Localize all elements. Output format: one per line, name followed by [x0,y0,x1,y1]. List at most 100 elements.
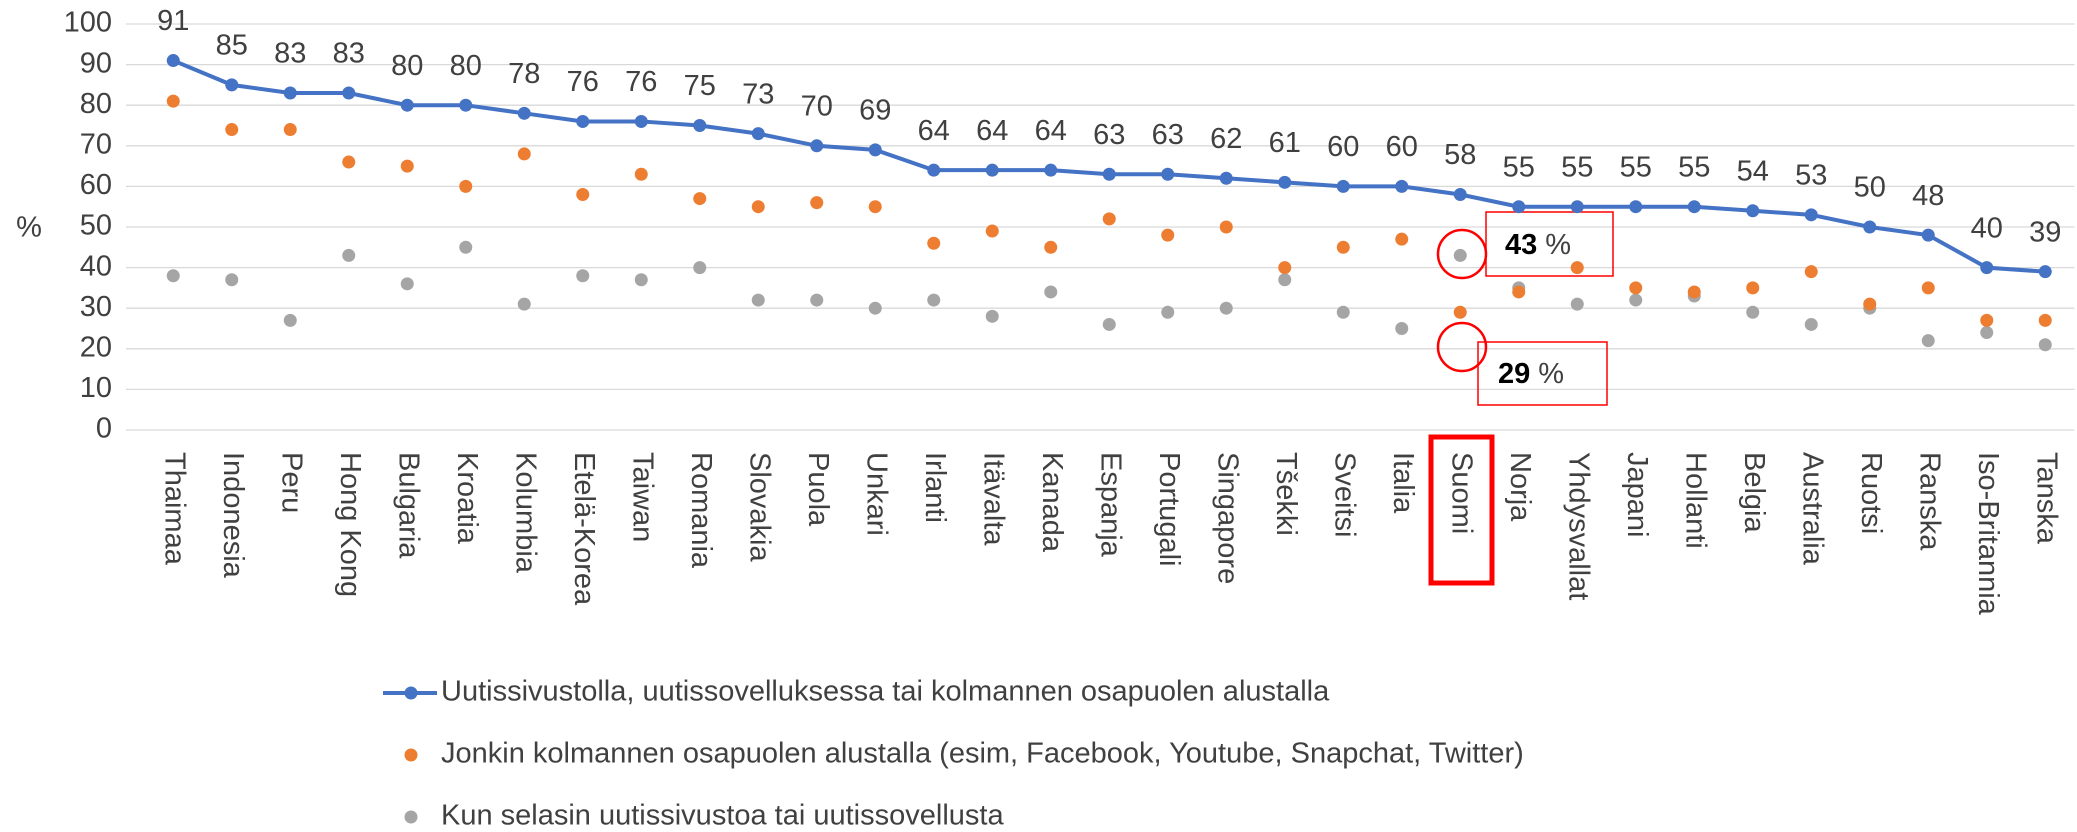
x-tick-label: Kanada [1036,452,1068,553]
data-point [166,94,180,108]
data-point [1219,220,1233,234]
data-point [751,127,765,141]
x-tick-label: Irlanti [919,452,951,523]
x-tick-label: Portugali [1153,452,1185,566]
annotation: 29% [1498,358,1564,390]
x-tick-label: Peru [276,452,308,513]
data-point [459,98,473,112]
data-point [517,147,531,161]
data-point [1219,171,1233,185]
x-tick-label: Ranska [1914,452,1946,551]
data-point [1278,273,1292,287]
data-point [1395,232,1409,246]
data-point [927,163,941,177]
data-label: 91 [157,5,189,37]
grid [126,23,2075,431]
data-point [1044,240,1058,254]
data-point [1161,305,1175,319]
data-point [985,309,999,323]
x-tick-label: Iso-Britannia [1972,452,2004,616]
data-label: 40 [1971,212,2003,244]
data-point [400,277,414,291]
data-label: 53 [1795,159,1827,191]
data-point [1980,313,1994,327]
data-point [1629,293,1643,307]
data-point [1921,281,1935,295]
data-point [1161,228,1175,242]
data-point [751,200,765,214]
annotation-number: 43 [1505,229,1537,261]
data-point [1219,301,1233,315]
data-label: 64 [976,115,1008,147]
data-point [1804,317,1818,331]
x-tick-label: Tšekki [1270,452,1302,536]
x-tick-label: Ruotsi [1855,452,1887,534]
data-point [1687,285,1701,299]
data-label: 76 [625,66,657,98]
data-label: 63 [1093,119,1125,151]
data-point [517,106,531,120]
data-point [517,297,531,311]
data-label: 58 [1444,139,1476,171]
data-label: 83 [333,38,365,70]
data-label: 85 [216,30,248,62]
data-point [810,139,824,153]
y-tick-label: 80 [80,88,112,120]
data-point [1102,212,1116,226]
data-point [1453,305,1467,319]
data-point [1336,240,1350,254]
data-label: 48 [1912,180,1944,212]
data-point [1980,326,1994,340]
data-point [1980,261,1994,275]
data-point [1921,228,1935,242]
data-point [693,119,707,132]
data-point [225,78,239,92]
data-point [459,240,473,254]
data-point [1044,285,1058,299]
data-label: 60 [1386,131,1418,163]
data-point [693,192,707,206]
data-point [1746,305,1760,319]
data-point [1570,200,1584,214]
legend-label: Kun selasin uutissivustoa tai uutissovel… [441,800,1004,832]
data-point [985,163,999,177]
data-point [1804,265,1818,279]
data-point [810,293,824,307]
x-tick-label: Yhdysvallat [1563,452,1595,600]
data-point [1629,281,1643,295]
data-label: 55 [1561,151,1593,183]
data-point [1395,179,1409,193]
data-point [1746,204,1760,218]
data-point [2038,265,2052,279]
data-label: 60 [1327,131,1359,163]
y-tick-label: 60 [80,169,112,201]
legend-marker [404,748,418,762]
data-label: 76 [567,66,599,98]
data-label: 39 [2029,216,2061,248]
data-label: 61 [1269,127,1301,159]
data-point [1512,200,1526,214]
data-point [927,293,941,307]
data-label: 62 [1210,123,1242,155]
y-tick-label: 70 [80,128,112,160]
data-point [634,273,648,287]
data-point [283,123,297,137]
highlights: 43% 29% [1428,211,1614,586]
data-point [166,269,180,283]
data-label: 55 [1620,151,1652,183]
data-point [459,179,473,193]
y-tick-label: 0 [96,413,112,445]
data-point [342,86,356,100]
data-label: 80 [391,50,423,82]
data-point [1804,208,1818,222]
data-point [868,143,882,157]
x-tick-label: Tanska [2031,452,2063,545]
data-label: 69 [859,95,891,127]
data-point [1102,317,1116,331]
x-tick-label: Hong Kong [334,452,366,597]
y-axis-label: % [16,212,42,244]
data-point [2038,338,2052,352]
x-tick-label: Taiwan [627,452,659,542]
data-point [751,293,765,307]
y-tick-label: 10 [80,372,112,404]
